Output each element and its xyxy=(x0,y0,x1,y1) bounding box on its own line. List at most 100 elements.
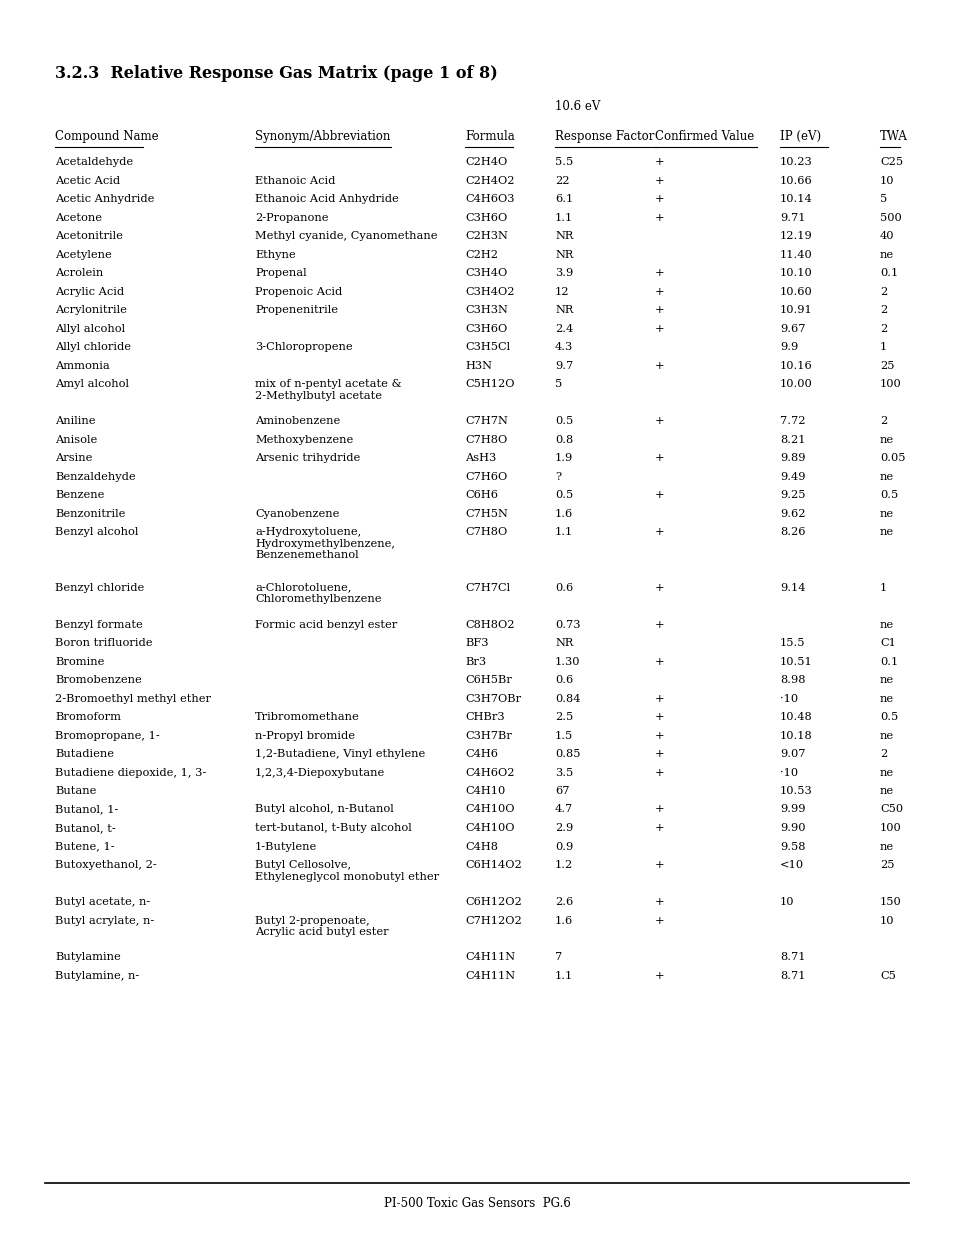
Text: C6H6: C6H6 xyxy=(464,490,497,500)
Text: C7H7Cl: C7H7Cl xyxy=(464,583,510,593)
Text: Synonym/Abbreviation: Synonym/Abbreviation xyxy=(254,130,390,143)
Text: AsH3: AsH3 xyxy=(464,453,496,463)
Text: 10.48: 10.48 xyxy=(780,713,812,722)
Text: Benzene: Benzene xyxy=(55,490,104,500)
Text: Confirmed Value: Confirmed Value xyxy=(655,130,754,143)
Text: 2: 2 xyxy=(879,287,886,296)
Text: Ethanoic Acid: Ethanoic Acid xyxy=(254,175,335,185)
Text: Acetylene: Acetylene xyxy=(55,249,112,259)
Text: 8.71: 8.71 xyxy=(780,971,804,981)
Text: Ethyne: Ethyne xyxy=(254,249,295,259)
Text: a-Chlorotoluene,
Chloromethylbenzene: a-Chlorotoluene, Chloromethylbenzene xyxy=(254,583,381,604)
Text: 0.6: 0.6 xyxy=(555,583,573,593)
Text: C3H4O: C3H4O xyxy=(464,268,507,278)
Text: +: + xyxy=(655,823,664,832)
Text: +: + xyxy=(655,971,664,981)
Text: 10.10: 10.10 xyxy=(780,268,812,278)
Text: C3H6O: C3H6O xyxy=(464,324,507,333)
Text: C7H7N: C7H7N xyxy=(464,416,507,426)
Text: 1,2,3,4-Diepoxybutane: 1,2,3,4-Diepoxybutane xyxy=(254,767,385,778)
Text: 10.16: 10.16 xyxy=(780,361,812,370)
Text: C7H8O: C7H8O xyxy=(464,527,507,537)
Text: C3H5Cl: C3H5Cl xyxy=(464,342,510,352)
Text: ne: ne xyxy=(879,509,893,519)
Text: 6.1: 6.1 xyxy=(555,194,573,204)
Text: Arsine: Arsine xyxy=(55,453,92,463)
Text: 1-Butylene: 1-Butylene xyxy=(254,841,317,851)
Text: 10.51: 10.51 xyxy=(780,657,812,667)
Text: 0.1: 0.1 xyxy=(879,657,898,667)
Text: Bromobenzene: Bromobenzene xyxy=(55,676,142,685)
Text: 100: 100 xyxy=(879,823,901,832)
Text: Butanol, 1-: Butanol, 1- xyxy=(55,804,118,815)
Text: 7: 7 xyxy=(555,952,561,962)
Text: 12.19: 12.19 xyxy=(780,231,812,241)
Text: 9.9: 9.9 xyxy=(780,342,798,352)
Text: Ethanoic Acid Anhydride: Ethanoic Acid Anhydride xyxy=(254,194,398,204)
Text: C3H7Br: C3H7Br xyxy=(464,730,512,741)
Text: +: + xyxy=(655,804,664,815)
Text: 1.6: 1.6 xyxy=(555,915,573,925)
Text: Propenenitrile: Propenenitrile xyxy=(254,305,337,315)
Text: +: + xyxy=(655,361,664,370)
Text: +: + xyxy=(655,527,664,537)
Text: 500: 500 xyxy=(879,212,901,222)
Text: ·10: ·10 xyxy=(780,694,798,704)
Text: 2.4: 2.4 xyxy=(555,324,573,333)
Text: 0.5: 0.5 xyxy=(555,490,573,500)
Text: Anisole: Anisole xyxy=(55,435,97,445)
Text: 1: 1 xyxy=(879,342,886,352)
Text: NR: NR xyxy=(555,231,573,241)
Text: 1: 1 xyxy=(879,583,886,593)
Text: 8.71: 8.71 xyxy=(780,952,804,962)
Text: Butylamine: Butylamine xyxy=(55,952,121,962)
Text: +: + xyxy=(655,324,664,333)
Text: C8H8O2: C8H8O2 xyxy=(464,620,514,630)
Text: 10: 10 xyxy=(879,175,894,185)
Text: Amyl alcohol: Amyl alcohol xyxy=(55,379,129,389)
Text: Butyl acetate, n-: Butyl acetate, n- xyxy=(55,897,150,906)
Text: ne: ne xyxy=(879,527,893,537)
Text: Acetic Acid: Acetic Acid xyxy=(55,175,120,185)
Text: +: + xyxy=(655,453,664,463)
Text: ?: ? xyxy=(555,472,560,482)
Text: 1.1: 1.1 xyxy=(555,971,573,981)
Text: 0.73: 0.73 xyxy=(555,620,579,630)
Text: Arsenic trihydride: Arsenic trihydride xyxy=(254,453,360,463)
Text: 7.72: 7.72 xyxy=(780,416,804,426)
Text: Cyanobenzene: Cyanobenzene xyxy=(254,509,339,519)
Text: C4H6: C4H6 xyxy=(464,748,497,760)
Text: CHBr3: CHBr3 xyxy=(464,713,504,722)
Text: 9.89: 9.89 xyxy=(780,453,804,463)
Text: C7H6O: C7H6O xyxy=(464,472,507,482)
Text: n-Propyl bromide: n-Propyl bromide xyxy=(254,730,355,741)
Text: ne: ne xyxy=(879,472,893,482)
Text: TWA: TWA xyxy=(879,130,907,143)
Text: C25: C25 xyxy=(879,157,902,167)
Text: 1.2: 1.2 xyxy=(555,860,573,869)
Text: 1.30: 1.30 xyxy=(555,657,579,667)
Text: a-Hydroxytoluene,
Hydroxymethylbenzene,
Benzenemethanol: a-Hydroxytoluene, Hydroxymethylbenzene, … xyxy=(254,527,395,561)
Text: 9.58: 9.58 xyxy=(780,841,804,851)
Text: Benzaldehyde: Benzaldehyde xyxy=(55,472,135,482)
Text: IP (eV): IP (eV) xyxy=(780,130,821,143)
Text: Acetaldehyde: Acetaldehyde xyxy=(55,157,133,167)
Text: 2: 2 xyxy=(879,416,886,426)
Text: 0.5: 0.5 xyxy=(879,713,898,722)
Text: ne: ne xyxy=(879,620,893,630)
Text: +: + xyxy=(655,490,664,500)
Text: Butadiene diepoxide, 1, 3-: Butadiene diepoxide, 1, 3- xyxy=(55,767,206,778)
Text: 8.98: 8.98 xyxy=(780,676,804,685)
Text: 9.99: 9.99 xyxy=(780,804,804,815)
Text: Benzyl chloride: Benzyl chloride xyxy=(55,583,144,593)
Text: C2H2: C2H2 xyxy=(464,249,497,259)
Text: 2: 2 xyxy=(879,748,886,760)
Text: ne: ne xyxy=(879,694,893,704)
Text: 0.9: 0.9 xyxy=(555,841,573,851)
Text: Formic acid benzyl ester: Formic acid benzyl ester xyxy=(254,620,396,630)
Text: 10.91: 10.91 xyxy=(780,305,812,315)
Text: ne: ne xyxy=(879,676,893,685)
Text: Butyl 2-propenoate,
Acrylic acid butyl ester: Butyl 2-propenoate, Acrylic acid butyl e… xyxy=(254,915,388,937)
Text: 100: 100 xyxy=(879,379,901,389)
Text: 25: 25 xyxy=(879,860,894,869)
